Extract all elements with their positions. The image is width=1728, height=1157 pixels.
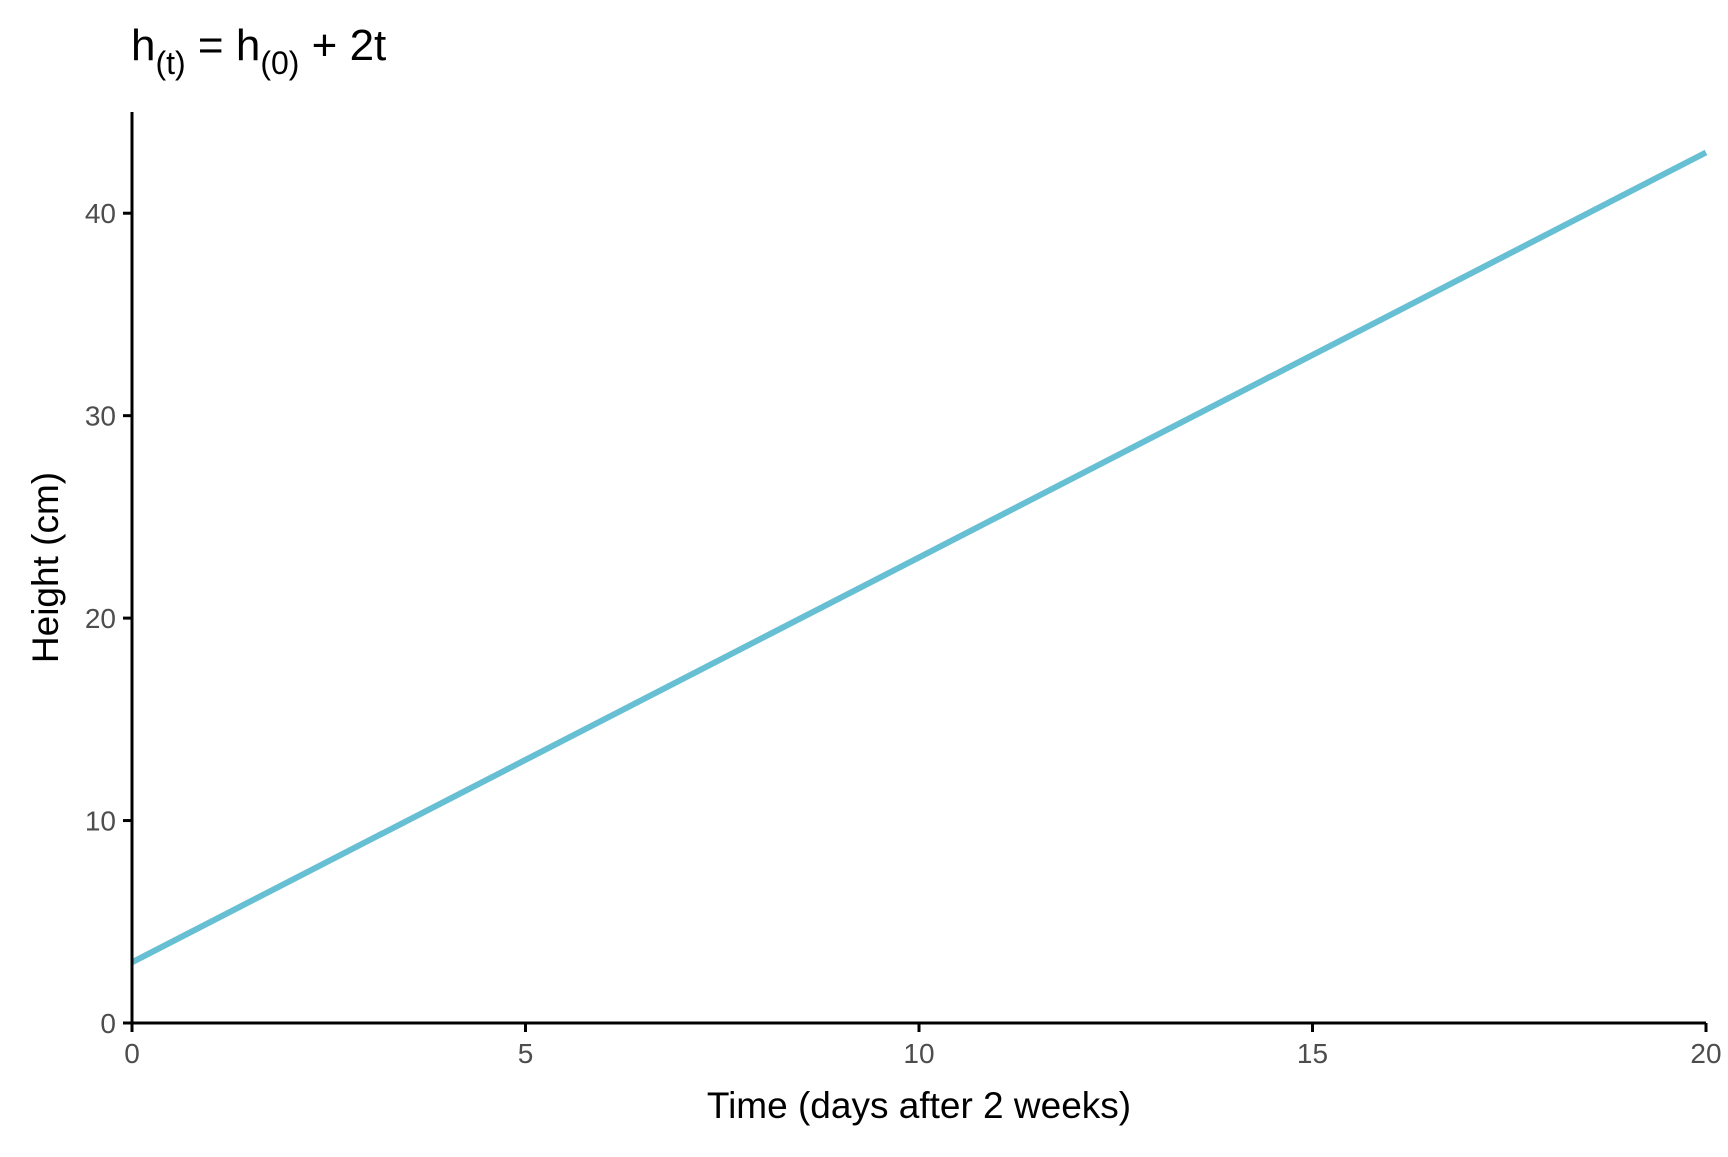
y-tick-label: 10 — [85, 806, 116, 837]
x-tick-label: 5 — [518, 1038, 534, 1069]
chart-title-subscript-0: (0) — [260, 45, 299, 81]
x-tick-label: 20 — [1690, 1038, 1721, 1069]
plot-area — [130, 149, 1708, 965]
y-axis-title: Height (cm) — [25, 472, 66, 663]
y-tick-label: 30 — [85, 401, 116, 432]
y-tick-label: 0 — [100, 1008, 116, 1039]
x-tick-label: 15 — [1297, 1038, 1328, 1069]
x-tick-label: 10 — [903, 1038, 934, 1069]
x-tick-label: 0 — [124, 1038, 140, 1069]
chart-title-subscript-t: (t) — [155, 45, 185, 81]
chart-title-tail: + 2t — [299, 21, 386, 70]
series-line-0 — [130, 149, 1708, 965]
chart-title-base: h — [131, 21, 155, 70]
x-axis-title: Time (days after 2 weeks) — [707, 1085, 1131, 1126]
axes: 0 5 10 15 20 0 10 20 30 40 — [85, 112, 1722, 1069]
chart-title-middle: = h — [186, 21, 261, 70]
y-tick-label: 20 — [85, 603, 116, 634]
y-tick-label: 40 — [85, 198, 116, 229]
chart-title: h(t) = h(0) + 2t — [131, 21, 386, 81]
